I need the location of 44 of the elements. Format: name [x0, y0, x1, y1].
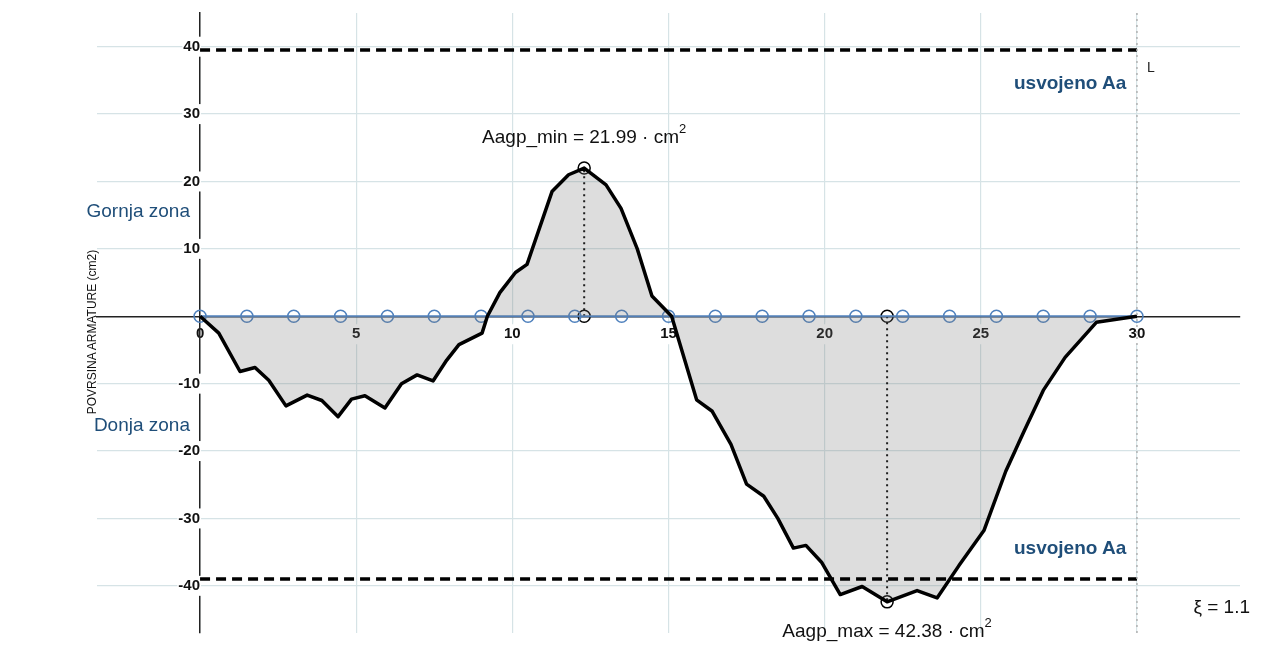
point — [989, 309, 1004, 324]
x-tick-label: 25 — [972, 324, 990, 342]
x-tick-label: 20 — [816, 324, 833, 342]
point — [577, 309, 591, 324]
point — [880, 309, 894, 324]
y-axis-title: POVRSINA ARMATURE (cm2) — [85, 249, 99, 415]
y-tick-label: 20 — [183, 171, 201, 189]
y-tick-label: 40 — [183, 36, 201, 54]
x-tick-label: 30 — [1128, 324, 1146, 342]
point — [849, 309, 863, 324]
point — [193, 309, 207, 324]
point — [942, 309, 957, 324]
point — [521, 309, 535, 324]
x-tick-label: 5 — [352, 324, 361, 342]
ref-line-label: usvojeno Aa — [1013, 537, 1127, 559]
annotation: ξ = 1.1 — [1193, 596, 1250, 618]
point — [802, 309, 816, 324]
point — [1130, 309, 1144, 324]
point — [1083, 309, 1097, 324]
x-tick-label: 10 — [504, 324, 521, 342]
point — [708, 309, 723, 324]
point — [1036, 309, 1050, 324]
annotation: Gornja zona — [86, 200, 191, 222]
y-tick-label: 30 — [183, 104, 201, 122]
y-tick-label: -20 — [178, 441, 201, 459]
ref-line-label: usvojeno Aa — [1013, 72, 1127, 94]
y-tick-label: -10 — [178, 373, 201, 391]
point — [287, 309, 301, 324]
point — [577, 161, 591, 175]
point — [568, 309, 582, 324]
point — [427, 309, 442, 324]
y-tick-label: -30 — [178, 508, 201, 526]
annotation: Donja zona — [93, 414, 191, 436]
point — [380, 309, 395, 324]
point — [240, 309, 254, 324]
ref-line-label: L — [1146, 58, 1155, 75]
point — [614, 309, 629, 324]
point — [880, 595, 894, 609]
point — [333, 309, 348, 324]
point — [895, 309, 910, 324]
y-tick-label: 10 — [183, 239, 201, 257]
point — [755, 309, 769, 324]
point — [661, 309, 676, 324]
y-tick-label: -40 — [178, 575, 201, 593]
